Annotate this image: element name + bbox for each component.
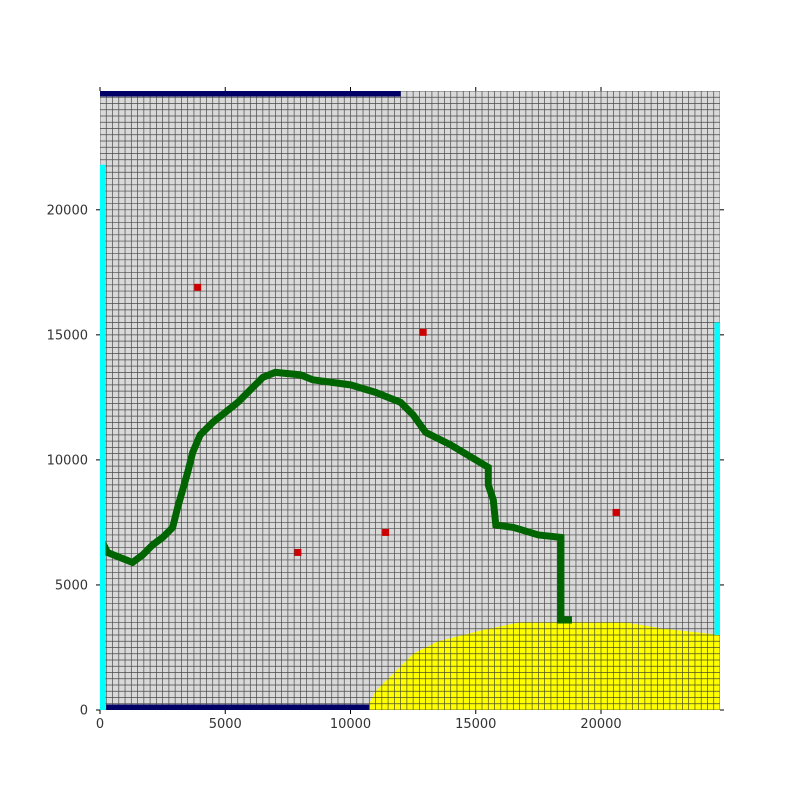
well-marker-5 bbox=[612, 508, 620, 516]
axes-frame bbox=[96, 87, 724, 714]
x-axis: 0 5000 10000 15000 20000 bbox=[96, 717, 622, 732]
y-tick-label: 0 bbox=[80, 704, 88, 719]
well-marker-1 bbox=[194, 283, 202, 291]
plot-area bbox=[100, 91, 720, 710]
x-tick-label: 5000 bbox=[209, 717, 242, 732]
well-marker-2 bbox=[419, 328, 427, 336]
well-marker-4 bbox=[294, 548, 302, 556]
river-line bbox=[100, 368, 572, 624]
x-tick-label: 20000 bbox=[580, 717, 621, 732]
x-tick-label: 0 bbox=[96, 717, 104, 732]
y-tick-label: 20000 bbox=[47, 203, 88, 218]
y-tick-label: 5000 bbox=[55, 578, 88, 593]
y-tick-label: 10000 bbox=[47, 453, 88, 468]
y-tick-label: 15000 bbox=[47, 328, 88, 343]
well-marker-3 bbox=[382, 528, 390, 536]
y-axis: 0 5000 10000 15000 20000 bbox=[47, 203, 88, 718]
river-layer bbox=[100, 368, 572, 624]
wells-layer bbox=[194, 283, 620, 556]
plot-background bbox=[100, 91, 720, 710]
boundary-layer bbox=[100, 91, 720, 710]
x-tick-label: 10000 bbox=[330, 717, 371, 732]
x-tick-label: 15000 bbox=[455, 717, 496, 732]
